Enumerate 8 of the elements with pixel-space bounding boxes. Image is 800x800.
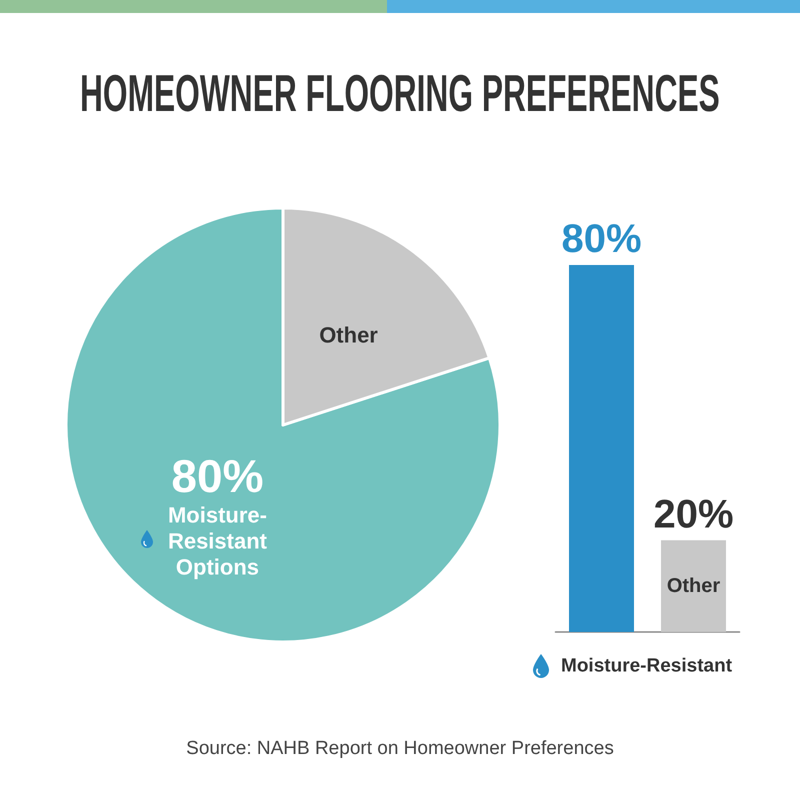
data-label: 80% — [171, 450, 264, 502]
slice-label: Moisture-Resistant Options — [168, 502, 268, 580]
data-label: 80% — [561, 217, 642, 261]
chart-title: HOMEOWNER FLOORING PREFERENCES — [80, 65, 720, 123]
slice-label: Other — [319, 322, 378, 348]
source-note: Source: NAHB Report on Homeowner Preferences — [185, 738, 615, 760]
data-label: 20% — [653, 492, 734, 536]
x-tick-label: Moisture-Resistant — [561, 656, 733, 676]
